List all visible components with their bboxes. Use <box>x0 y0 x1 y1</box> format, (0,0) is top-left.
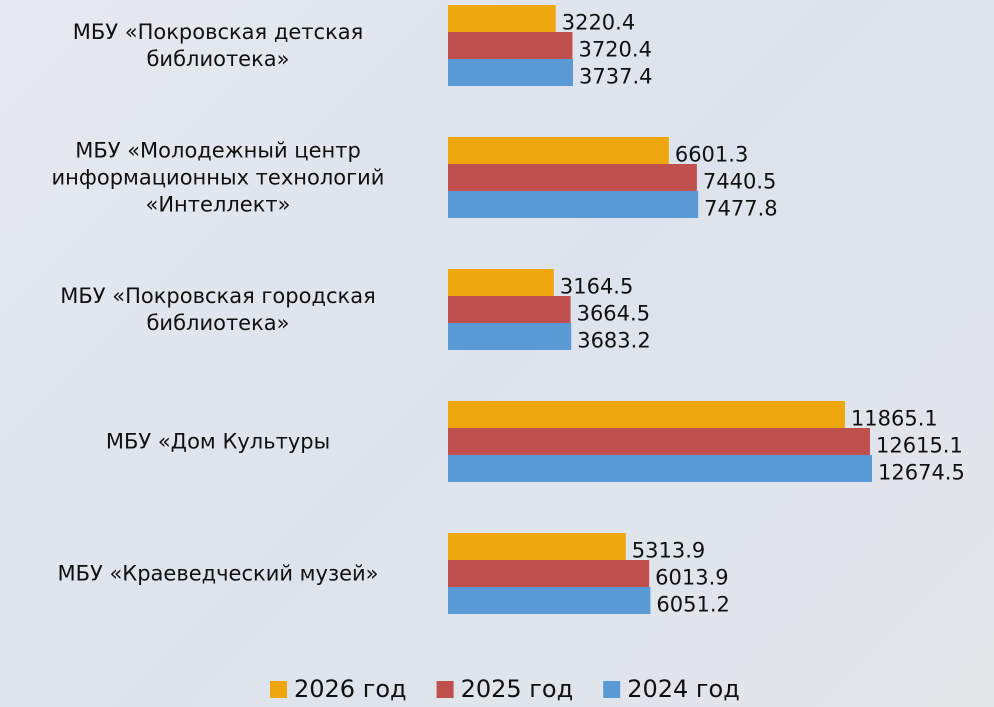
legend-swatch <box>270 681 287 698</box>
category-label: МБУ «Краеведческий музей» <box>57 561 379 585</box>
bar <box>448 191 699 218</box>
category-label: МБУ «Дом Культуры <box>105 429 331 453</box>
value-label: 3220.4 <box>562 11 635 35</box>
legend-swatch <box>603 681 621 698</box>
bar <box>448 533 626 560</box>
value-label: 3683.2 <box>577 329 650 353</box>
category-label: МБУ «Покровская городская библиотека» <box>60 283 376 335</box>
category-label: МБУ «Покровская детская библиотека» <box>72 19 364 71</box>
category-label: МБУ «Молодежный центр информационных тех… <box>51 138 385 216</box>
legend-swatch <box>436 681 454 698</box>
value-label: 5313.9 <box>632 539 705 563</box>
bar <box>448 269 554 296</box>
bar <box>448 401 845 428</box>
bar <box>448 164 697 191</box>
legend-label: 2025 год <box>461 675 574 703</box>
value-label: 3737.4 <box>579 65 652 89</box>
legend-label: 2026 год <box>294 675 407 703</box>
bar <box>448 137 669 164</box>
legend-label: 2024 год <box>627 675 740 703</box>
value-label: 6013.9 <box>655 566 728 590</box>
bar <box>448 560 650 587</box>
bar <box>448 59 574 86</box>
value-label: 11865.1 <box>851 407 938 431</box>
bar <box>448 455 872 482</box>
bar <box>448 428 871 455</box>
value-label: 12674.5 <box>878 461 965 485</box>
value-label: 7440.5 <box>703 170 776 194</box>
bar <box>448 5 556 32</box>
value-label: 6051.2 <box>656 593 729 617</box>
value-label: 6601.3 <box>675 143 748 167</box>
value-label: 3664.5 <box>577 302 650 326</box>
value-label: 3720.4 <box>578 38 651 62</box>
value-label: 3164.5 <box>560 275 633 299</box>
value-label: 12615.1 <box>876 434 963 458</box>
value-label: 7477.8 <box>704 197 777 221</box>
bar <box>448 296 571 323</box>
bar <box>448 32 573 59</box>
bar <box>448 587 651 614</box>
bar <box>448 323 572 350</box>
